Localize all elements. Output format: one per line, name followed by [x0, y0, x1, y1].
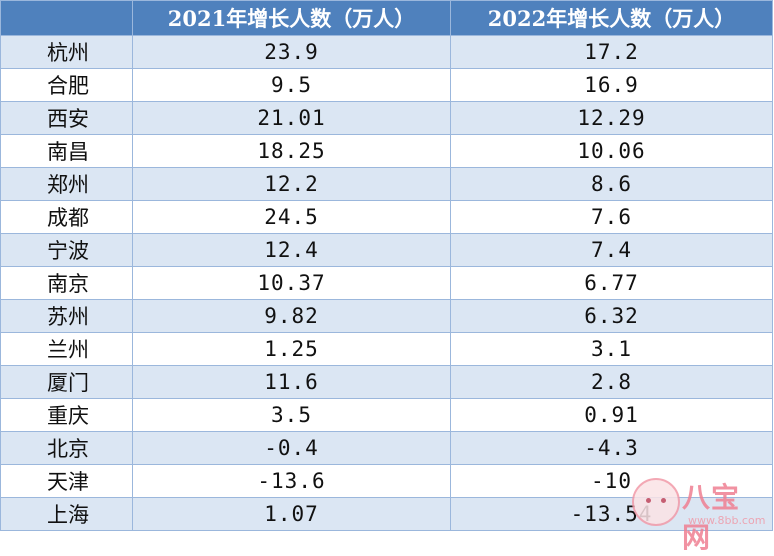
table-row: 成都 24.5 7.6	[0, 200, 773, 234]
growth-2021-cell: 9.82	[132, 299, 451, 333]
growth-2022-cell: 8.6	[450, 167, 773, 201]
growth-2021-cell: 1.25	[132, 332, 451, 366]
city-cell: 南京	[0, 266, 133, 300]
table-row: 南京 10.37 6.77	[0, 266, 773, 300]
growth-2022-cell: 7.6	[450, 200, 773, 234]
table-row: 兰州 1.25 3.1	[0, 332, 773, 366]
growth-2021-cell: 9.5	[132, 68, 451, 102]
header-2022-growth: 2022年增长人数（万人）	[450, 0, 773, 36]
growth-2022-cell: 12.29	[450, 101, 773, 135]
table-row: 郑州 12.2 8.6	[0, 167, 773, 201]
header-2021-growth: 2021年增长人数（万人）	[132, 0, 451, 36]
population-growth-table: 2021年增长人数（万人） 2022年增长人数（万人） 杭州 23.9 17.2 合肥…	[0, 0, 773, 531]
growth-2021-cell: 21.01	[132, 101, 451, 135]
city-cell: 合肥	[0, 68, 133, 102]
growth-2021-cell: 11.6	[132, 365, 451, 399]
growth-2022-cell: -10	[450, 464, 773, 498]
growth-2022-cell: 16.9	[450, 68, 773, 102]
table-row: 南昌 18.25 10.06	[0, 134, 773, 168]
growth-2022-cell: 2.8	[450, 365, 773, 399]
growth-2021-cell: -0.4	[132, 431, 451, 465]
table-row: 厦门 11.6 2.8	[0, 365, 773, 399]
growth-2021-cell: 3.5	[132, 398, 451, 432]
growth-2022-cell: -13.54	[450, 497, 773, 531]
table-row: 西安 21.01 12.29	[0, 101, 773, 135]
growth-2022-cell: 3.1	[450, 332, 773, 366]
growth-2022-cell: 10.06	[450, 134, 773, 168]
growth-2021-cell: -13.6	[132, 464, 451, 498]
city-cell: 宁波	[0, 233, 133, 267]
table-row: 合肥 9.5 16.9	[0, 68, 773, 102]
table-row: 重庆 3.5 0.91	[0, 398, 773, 432]
table-row: 天津 -13.6 -10	[0, 464, 773, 498]
growth-2021-cell: 12.2	[132, 167, 451, 201]
table-row: 宁波 12.4 7.4	[0, 233, 773, 267]
growth-2021-cell: 24.5	[132, 200, 451, 234]
city-cell: 西安	[0, 101, 133, 135]
city-cell: 重庆	[0, 398, 133, 432]
city-cell: 天津	[0, 464, 133, 498]
table-row: 杭州 23.9 17.2	[0, 35, 773, 69]
city-cell: 郑州	[0, 167, 133, 201]
city-cell: 杭州	[0, 35, 133, 69]
table-row: 上海 1.07 -13.54	[0, 497, 773, 531]
city-cell: 厦门	[0, 365, 133, 399]
city-cell: 成都	[0, 200, 133, 234]
growth-2021-cell: 12.4	[132, 233, 451, 267]
growth-2022-cell: 6.77	[450, 266, 773, 300]
city-cell: 上海	[0, 497, 133, 531]
growth-2021-cell: 1.07	[132, 497, 451, 531]
city-cell: 北京	[0, 431, 133, 465]
table-row: 北京 -0.4 -4.3	[0, 431, 773, 465]
city-cell: 兰州	[0, 332, 133, 366]
growth-2022-cell: 17.2	[450, 35, 773, 69]
growth-2022-cell: -4.3	[450, 431, 773, 465]
growth-2022-cell: 0.91	[450, 398, 773, 432]
growth-2021-cell: 10.37	[132, 266, 451, 300]
growth-2022-cell: 6.32	[450, 299, 773, 333]
growth-2021-cell: 18.25	[132, 134, 451, 168]
city-cell: 苏州	[0, 299, 133, 333]
city-cell: 南昌	[0, 134, 133, 168]
growth-2022-cell: 7.4	[450, 233, 773, 267]
growth-2021-cell: 23.9	[132, 35, 451, 69]
table-row: 苏州 9.82 6.32	[0, 299, 773, 333]
header-row: 2021年增长人数（万人） 2022年增长人数（万人）	[0, 0, 773, 36]
header-city	[0, 0, 133, 36]
